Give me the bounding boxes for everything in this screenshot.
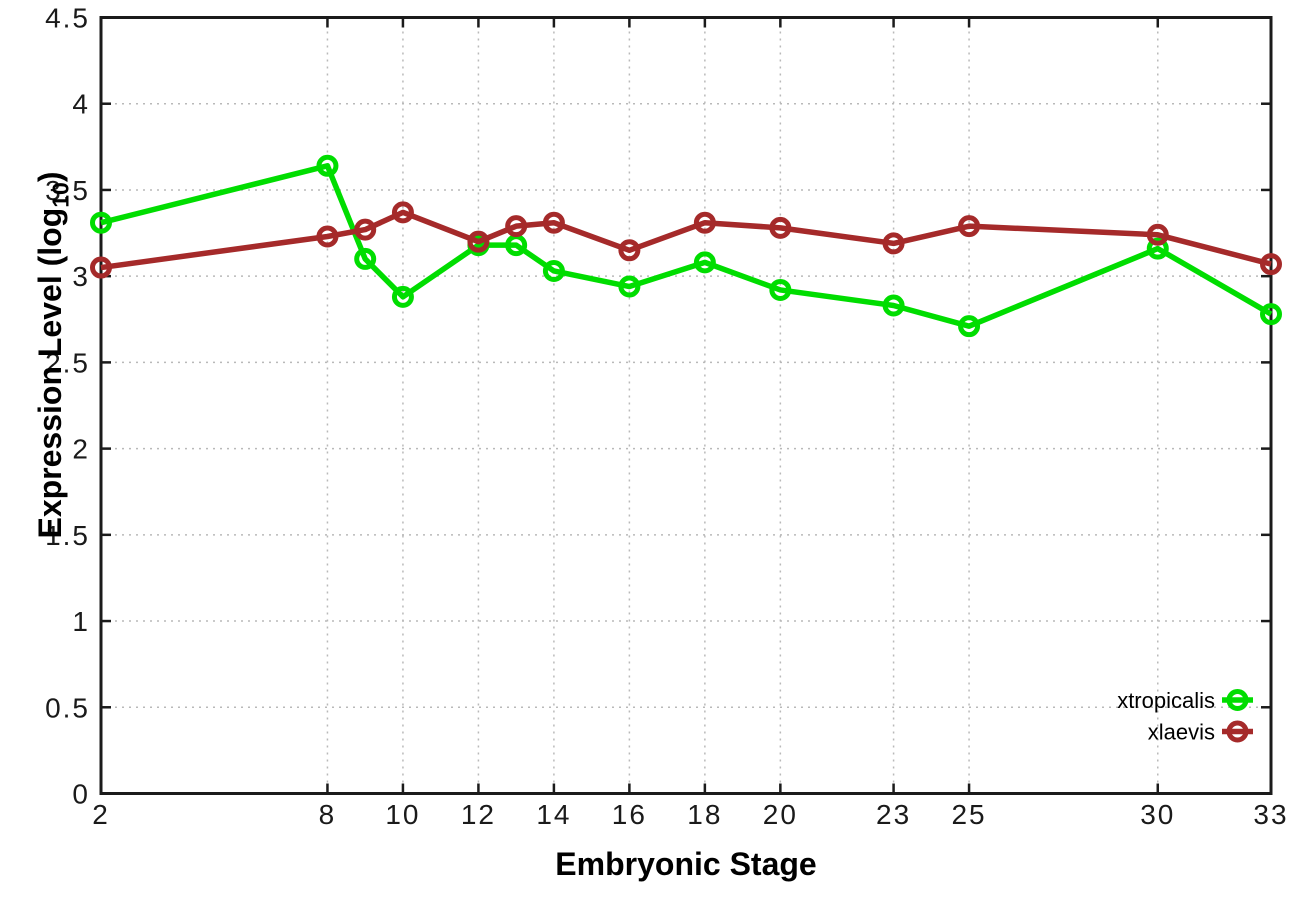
x-tick-label: 20 [763,799,798,830]
legend-label-xlaevis: xlaevis [1148,720,1215,745]
data-point-xlaevis [1260,253,1282,276]
x-tick-label: 2 [92,799,110,830]
data-point-xlaevis [1146,223,1169,246]
data-point-xlaevis [693,211,716,234]
data-point-xlaevis [958,215,981,238]
y-tick-label: 3.5 [45,175,90,206]
data-point-xtropicalis [316,154,339,177]
plot-border [99,16,1273,795]
data-point-xtropicalis [391,285,414,308]
y-tick-label: 2.5 [45,347,90,378]
data-point-xlaevis [769,216,792,239]
x-tick-label: 8 [319,799,337,830]
data-point-xlaevis [467,230,490,253]
y-tick-label: 1.5 [45,520,90,551]
data-point-xtropicalis [542,259,565,282]
data-point-xtropicalis [354,247,377,270]
y-axis-title-suffix: ) [32,171,68,183]
y-tick-label: 0 [72,779,90,810]
legend-marker [1226,689,1249,711]
x-tick-label: 33 [1253,799,1288,830]
data-point-xlaevis [618,239,641,262]
x-tick-label: 30 [1140,799,1175,830]
data-point-xtropicalis [958,315,981,338]
y-tick-label: 0.5 [45,692,90,723]
data-point-xlaevis [354,218,377,241]
x-tick-label: 23 [876,799,911,830]
data-point-xtropicalis [769,278,792,301]
x-tick-label: 14 [536,799,571,830]
y-axis-title-subscript: 10 [47,182,74,208]
data-point-xlaevis [542,211,565,234]
x-axis-title: Embryonic Stage [101,846,1271,883]
data-point-xlaevis [505,215,528,238]
series-line-xlaevis [100,209,1272,271]
x-tick-label: 10 [385,799,420,830]
x-tick-label: 25 [951,799,986,830]
y-tick-label: 1 [72,606,90,637]
data-point-xtropicalis [1146,237,1169,260]
y-axis-title-prefix: Expression Level (log [32,207,68,539]
x-axis-title-text: Embryonic Stage [555,846,817,882]
legend-marker [1226,720,1249,743]
data-point-xtropicalis [1260,303,1282,326]
data-point-xtropicalis [90,211,112,234]
data-point-xlaevis [90,256,112,279]
data-point-xtropicalis [693,251,716,274]
x-tick-label: 16 [612,799,647,830]
x-tick-label: 12 [461,799,496,830]
data-point-xlaevis [316,225,339,248]
y-tick-label: 4.5 [45,3,90,34]
y-tick-label: 4 [72,89,90,120]
legend-label-xtropicalis: xtropicalis [1117,688,1215,713]
data-point-xtropicalis [618,275,641,298]
data-point-xtropicalis [882,294,905,317]
x-tick-label: 18 [687,799,722,830]
data-point-xlaevis [391,201,414,224]
data-point-xlaevis [882,232,905,255]
y-tick-label: 3 [72,261,90,292]
y-tick-label: 2 [72,434,90,465]
